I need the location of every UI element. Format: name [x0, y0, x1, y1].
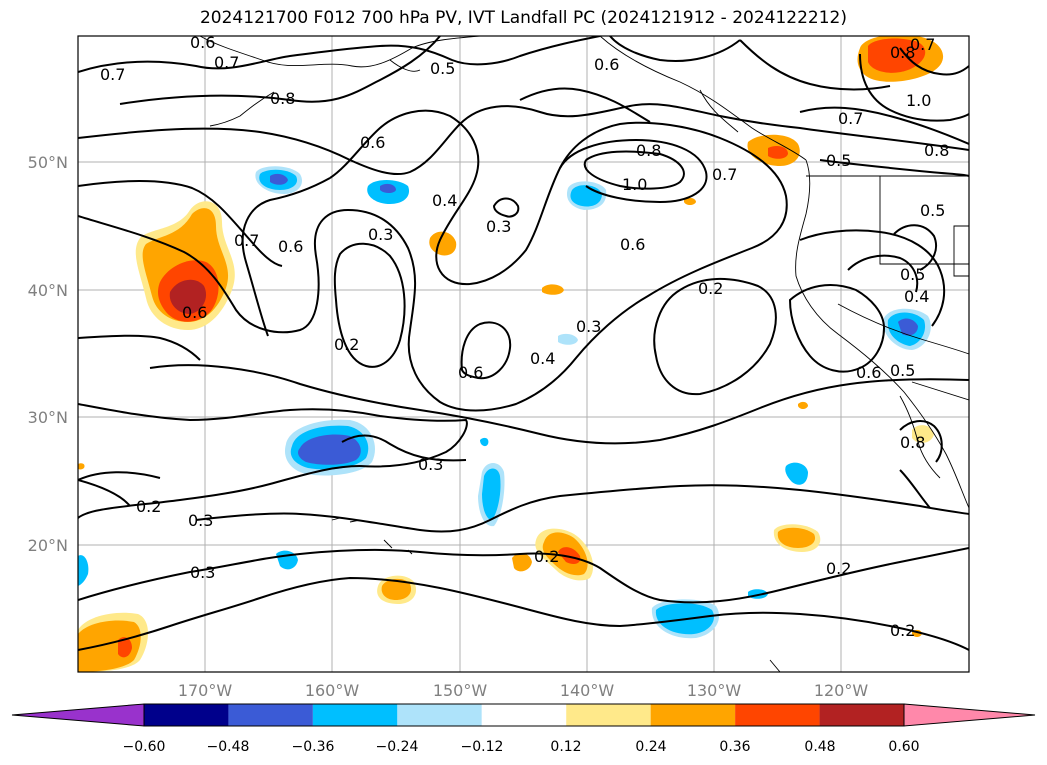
- contour-label: 0.3: [368, 225, 393, 244]
- lat-label: 30°N: [28, 408, 68, 427]
- contour-label: 0.5: [900, 265, 925, 284]
- contour-label: 0.2: [890, 621, 915, 640]
- contour-label: 0.5: [890, 361, 915, 380]
- contour-label: 0.6: [190, 33, 215, 52]
- contour-labels: 0.6 0.7 0.5 0.8 0.7 0.6 0.6 0.7 0.8 1.0 …: [100, 33, 949, 640]
- map-frame: [77, 35, 970, 673]
- contour-label: 0.7: [214, 53, 239, 72]
- contour-label: 1.0: [906, 91, 931, 110]
- contour-label: 0.6: [458, 363, 483, 382]
- colorbar-tick: −0.24: [376, 739, 419, 755]
- colorbar-tick: 0.60: [888, 739, 919, 755]
- contour-label: 0.8: [900, 433, 925, 452]
- lon-label: 160°W: [305, 681, 360, 700]
- colorbar: −0.60 −0.48 −0.36 −0.24 −0.12 0.12 0.24 …: [11, 703, 1036, 755]
- contour-label: 0.4: [904, 287, 929, 306]
- contour-label: 0.8: [270, 89, 295, 108]
- colorbar-extend-left: [11, 703, 145, 727]
- colorbar-tick: 0.12: [550, 739, 581, 755]
- colorbar-tick: 0.24: [635, 739, 666, 755]
- pv-contours: [78, 36, 969, 651]
- contour-label: 0.2: [136, 497, 161, 516]
- colorbar-tick: −0.12: [461, 739, 504, 755]
- colorbar-cell: [144, 704, 229, 726]
- longitude-labels: 170°W 160°W 150°W 140°W 130°W 120°W: [178, 681, 869, 700]
- contour-label: 0.2: [334, 335, 359, 354]
- contour-label: 0.6: [278, 237, 303, 256]
- colorbar-tick: −0.48: [207, 739, 250, 755]
- lon-label: 170°W: [178, 681, 233, 700]
- colorbar-tick: 0.48: [804, 739, 835, 755]
- contour-label: 0.7: [838, 109, 863, 128]
- colorbar-cell: [735, 704, 820, 726]
- contour-label: 0.7: [910, 35, 935, 54]
- contour-label: 0.2: [826, 559, 851, 578]
- colorbar-cell: [819, 704, 904, 726]
- map-title: 2024121700 F012 700 hPa PV, IVT Landfall…: [199, 8, 847, 28]
- colorbar-cell: [481, 704, 567, 726]
- contour-label: 0.7: [234, 231, 259, 250]
- contour-label: 0.6: [856, 363, 881, 382]
- coastlines: [199, 36, 969, 672]
- contour-label: 0.5: [826, 151, 851, 170]
- lon-label: 140°W: [560, 681, 615, 700]
- colorbar-cell: [397, 704, 482, 726]
- colorbar-tick: 0.36: [719, 739, 750, 755]
- contour-label: 0.8: [924, 141, 949, 160]
- lat-label: 20°N: [28, 536, 68, 555]
- colorbar-tick: −0.36: [292, 739, 335, 755]
- lat-label: 40°N: [28, 281, 68, 300]
- contour-label: 0.6: [594, 55, 619, 74]
- lat-label: 50°N: [28, 153, 68, 172]
- lon-label: 150°W: [433, 681, 488, 700]
- contour-label: 0.4: [530, 349, 555, 368]
- lon-label: 120°W: [814, 681, 869, 700]
- ivt-shading: [78, 36, 943, 672]
- contour-label: 0.2: [698, 279, 723, 298]
- contour-label: 0.3: [486, 217, 511, 236]
- contour-label: 1.0: [622, 175, 647, 194]
- colorbar-tick: −0.60: [123, 739, 166, 755]
- contour-label: 0.8: [890, 43, 915, 62]
- colorbar-cell: [228, 704, 313, 726]
- colorbar-cell: [650, 704, 736, 726]
- contour-label: 0.6: [360, 133, 385, 152]
- contour-label: 0.3: [190, 563, 215, 582]
- contour-label: 0.5: [430, 59, 455, 78]
- contour-label: 0.8: [636, 141, 661, 160]
- contour-label: 0.3: [188, 511, 213, 530]
- colorbar-cell: [566, 704, 651, 726]
- latitude-labels: 50°N 40°N 30°N 20°N: [28, 153, 68, 555]
- contour-label: 0.7: [712, 165, 737, 184]
- contour-label: 0.3: [418, 455, 443, 474]
- contour-label: 0.5: [920, 201, 945, 220]
- colorbar-cell: [312, 704, 398, 726]
- contour-label: 0.7: [100, 65, 125, 84]
- contour-label: 0.6: [182, 303, 207, 322]
- lon-label: 130°W: [687, 681, 742, 700]
- contour-label: 0.6: [620, 235, 645, 254]
- contour-label: 0.2: [534, 547, 559, 566]
- contour-label: 0.4: [432, 191, 457, 210]
- contour-label: 0.3: [576, 317, 601, 336]
- colorbar-extend-right: [903, 703, 1036, 727]
